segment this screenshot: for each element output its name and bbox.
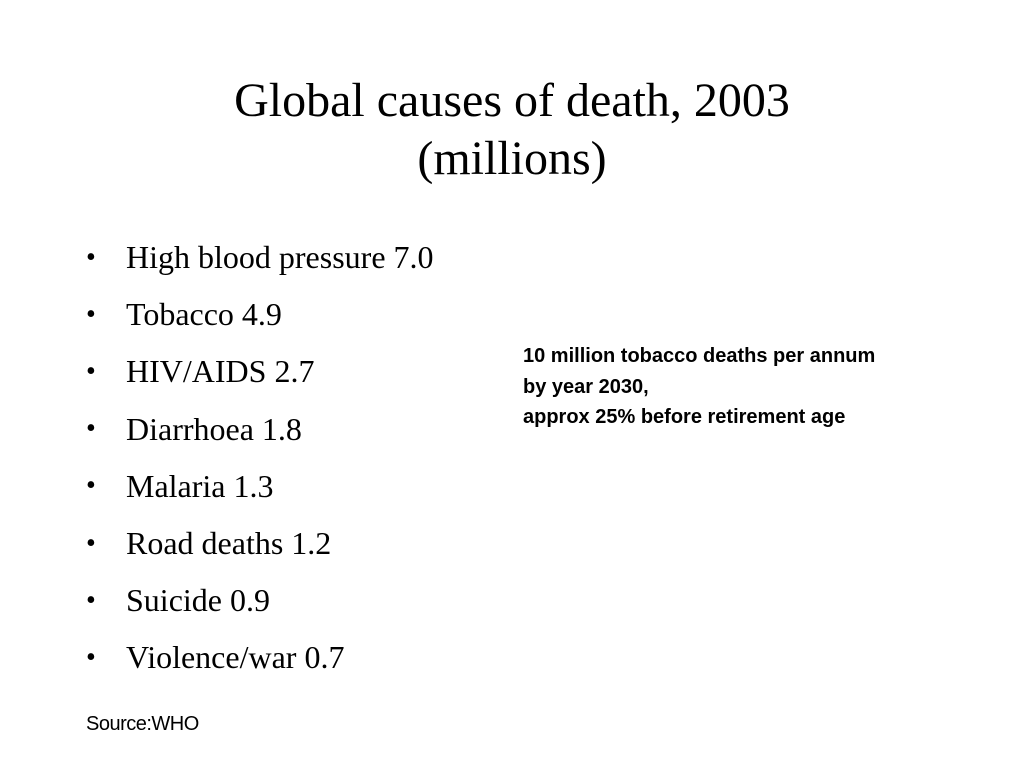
list-item-text: Violence/war 0.7 bbox=[126, 639, 345, 676]
list-item-text: Diarrhoea 1.8 bbox=[126, 410, 302, 447]
list-item: • Road deaths 1.2 bbox=[86, 515, 434, 572]
title-line: (millions) bbox=[417, 132, 607, 185]
callout-line: approx 25% before retirement age bbox=[523, 406, 846, 428]
list-item-text: Road deaths 1.2 bbox=[126, 525, 332, 562]
list-item-text: Suicide 0.9 bbox=[126, 582, 270, 619]
list-item: • High blood pressure 7.0 bbox=[86, 229, 434, 286]
list-item: • HIV/AIDS 2.7 bbox=[86, 343, 434, 400]
bullet-icon: • bbox=[86, 355, 96, 387]
causes-list: • High blood pressure 7.0 • Tobacco 4.9 • H… bbox=[86, 229, 434, 687]
bullet-icon: • bbox=[86, 241, 96, 273]
list-item-text: Tobacco 4.9 bbox=[126, 296, 282, 333]
tobacco-callout: 10 million tobacco deaths per annum by y… bbox=[523, 341, 1003, 433]
list-item: • Violence/war 0.7 bbox=[86, 629, 434, 686]
bullet-icon: • bbox=[86, 527, 96, 559]
bullet-icon: • bbox=[86, 584, 96, 616]
list-item-text: Malaria 1.3 bbox=[126, 467, 274, 504]
callout-line: by year 2030, bbox=[523, 375, 649, 398]
callout-line: 10 million tobacco deaths per annum bbox=[523, 345, 876, 367]
source-note: Source:WHO bbox=[86, 713, 199, 735]
list-item: • Malaria 1.3 bbox=[86, 458, 434, 515]
list-item: • Tobacco 4.9 bbox=[86, 286, 434, 343]
list-item-text: HIV/AIDS 2.7 bbox=[126, 353, 315, 390]
list-item-text: High blood pressure 7.0 bbox=[126, 239, 434, 276]
bullet-icon: • bbox=[86, 413, 96, 445]
slide-title: Global causes of death, 2003 (millions) bbox=[0, 72, 1024, 188]
bullet-icon: • bbox=[86, 641, 96, 673]
title-line: Global causes of death, 2003 bbox=[234, 74, 790, 127]
bullet-icon: • bbox=[86, 470, 96, 502]
bullet-icon: • bbox=[86, 298, 96, 330]
list-item: • Suicide 0.9 bbox=[86, 572, 434, 629]
list-item: • Diarrhoea 1.8 bbox=[86, 401, 434, 458]
